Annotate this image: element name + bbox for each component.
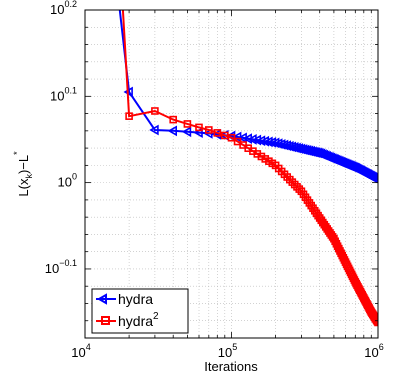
marker-hydra2 [213,129,222,137]
legend-label-hydra2: hydra2 [118,311,159,329]
x-tick-label: 106 [364,342,383,360]
tick-labels: 104 105 106 100.2 100.1 100 10−0.1 [45,0,384,360]
legend-label-hydra: hydra [118,291,153,307]
y-tick-label: 10−0.1 [45,258,77,276]
y-tick-label: 100 [58,172,77,190]
marker-hydra2 [125,112,133,120]
y-axis-label: L(xk)−L* [12,151,34,197]
series-group [118,10,378,327]
marker-hydra [255,135,266,147]
marker-hydra2 [195,123,203,132]
marker-hydra [149,124,159,136]
marker-hydra [167,125,178,137]
x-axis-label: Iterations [204,359,258,374]
marker-hydra2 [151,107,159,115]
marker-hydra2 [374,318,378,327]
y-tick-label: 100.1 [50,85,77,103]
marker-hydra [181,126,192,138]
legend-marker-hydra2 [101,316,110,325]
x-tick-label: 105 [218,342,237,360]
marker-hydra [251,134,262,146]
legend-box [91,288,189,334]
ticks [84,9,379,339]
marker-hydra2 [205,126,213,134]
marker-hydra2 [295,185,304,193]
y-tick-label: 100.2 [50,0,77,17]
legend: hydra hydra2 [91,288,189,334]
marker-hydra2 [183,120,192,128]
marker-hydra2 [169,115,178,124]
x-tick-label: 104 [71,342,90,360]
legend-marker-hydra [96,293,107,305]
marker-hydra [259,135,270,147]
